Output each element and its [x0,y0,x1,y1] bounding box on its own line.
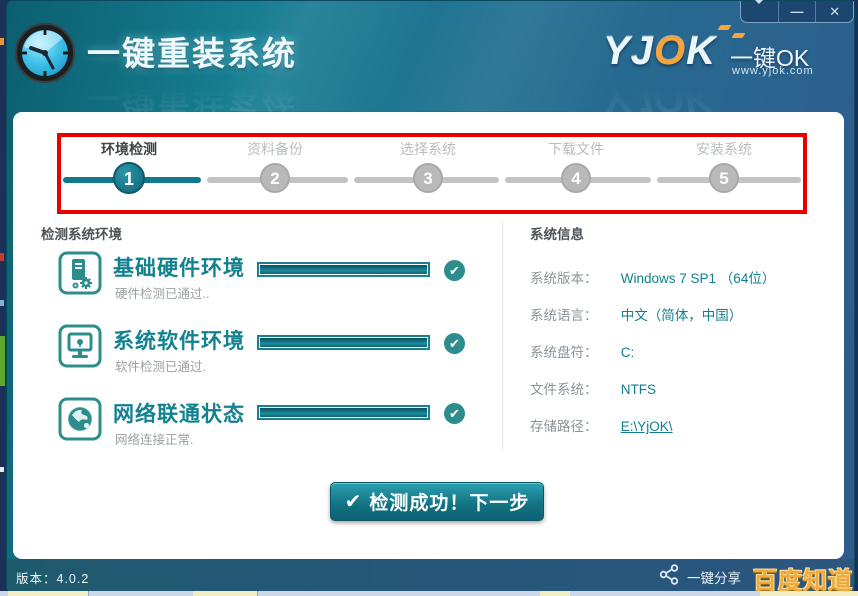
step-circle-2: 2 [260,163,290,193]
desktop-fragment [0,300,4,306]
desktop-fragment [0,253,4,261]
version-text: 版本：4.0.2 [16,572,90,586]
item-title-software: 系统软件环境 [113,330,245,353]
main-panel: 环境检测 资料备份 选择系统 下载文件 安装系统 1 2 3 4 5 检测系统环… [13,112,844,559]
logo-website: www.yjok.com [732,65,814,77]
check-icon: ✔ [444,260,465,281]
app-window: 一键重装系统 一键重装系统 YJOK 一键OK www.yjok.com YJO… [6,0,856,595]
storage-path-link[interactable]: E:\YjOK\ [620,419,673,434]
logo-accent-dash [731,33,746,38]
detection-heading: 检测系统环境 [41,227,122,242]
share-icon [659,564,680,590]
skin-menu-icon [753,0,766,19]
info-label: 系统盘符： [530,345,598,360]
check-icon: ✔ [444,403,465,424]
info-value: C: [620,345,635,360]
info-label: 文件系统： [530,382,598,397]
share-button[interactable]: 一键分享 [659,564,741,590]
minimize-button[interactable]: — [777,1,816,22]
step-label-1: 环境检测 [101,141,157,157]
logo-accent-dash [717,25,732,30]
step-label-5: 安装系统 [696,141,752,157]
item-subtitle-software: 软件检测已通过. [115,360,206,374]
menu-button[interactable] [741,0,778,22]
share-label: 一键分享 [687,571,741,586]
taskbar-fragment [257,591,258,596]
taskbar-fragment [193,591,257,596]
software-icon [58,324,102,373]
taskbar-fragment [8,591,88,596]
info-row-os-language: 系统语言： 中文（简体，中国） [530,304,742,324]
info-label: 存储路径： [530,419,598,434]
step-circle-3: 3 [413,163,443,193]
taskbar-fragment [540,591,570,596]
next-step-button[interactable]: ✔ 检测成功！下一步 [330,482,544,521]
logo-o: O [653,29,687,73]
item-subtitle-network: 网络连接正常. [115,433,194,447]
item-title-hardware: 基础硬件环境 [113,257,245,280]
info-row-storage-path: 存储路径： E:\YjOK\ [530,415,673,435]
logo-yj: YJ [603,29,654,73]
clock-logo-icon [13,21,77,90]
step-label-3: 选择系统 [400,141,456,157]
info-value: NTFS [620,382,657,397]
logo-tagline: 一键OK [730,45,810,71]
yjok-logo: YJOK 一键OK www.yjok.com YJOK [603,23,843,120]
desktop-fragment [0,38,4,45]
network-icon [58,397,102,446]
hardware-icon [58,251,102,300]
desktop-fragment [0,467,4,472]
section-divider [502,221,503,449]
button-label: 检测成功！下一步 [369,493,530,514]
info-label: 系统版本： [530,271,598,286]
taskbar-fragment [88,591,89,596]
window-controls: — ✕ [740,0,854,23]
close-button[interactable]: ✕ [815,1,853,22]
step-circle-1[interactable]: 1 [113,162,145,194]
taskbar-fragment [760,591,858,596]
info-value: Windows 7 SP1 （64位） [620,271,776,286]
footer-bar: 版本：4.0.2 一键分享 百度知道 [7,559,854,595]
system-info-heading: 系统信息 [530,227,584,242]
step-circle-4: 4 [561,163,591,193]
info-value: 中文（简体，中国） [620,308,743,323]
logo-wordmark: YJOK [603,29,716,74]
info-row-system-drive: 系统盘符： C: [530,341,634,361]
progress-bar-software [257,335,430,350]
progress-bar-hardware [257,262,430,277]
item-subtitle-hardware: 硬件检测已通过.. [115,287,210,301]
desktop-fragment [0,336,5,386]
info-row-os-version: 系统版本： Windows 7 SP1 （64位） [530,267,775,287]
annotation-red-box [57,133,807,214]
check-icon: ✔ [444,333,465,354]
step-label-2: 资料备份 [247,141,303,157]
step-label-4: 下载文件 [548,141,604,157]
desktop-background-sliver [0,0,6,596]
app-title: 一键重装系统 [87,35,297,72]
info-row-file-system: 文件系统： NTFS [530,378,656,398]
progress-bar-network [257,405,430,420]
info-label: 系统语言： [530,308,598,323]
taskbar-sliver [0,591,858,596]
step-circle-5: 5 [709,163,739,193]
button-check-icon: ✔ [344,491,362,513]
baidu-zhidao-watermark: 百度知道 [753,568,853,595]
logo-k: K [686,29,716,73]
item-title-network: 网络联通状态 [113,403,245,426]
